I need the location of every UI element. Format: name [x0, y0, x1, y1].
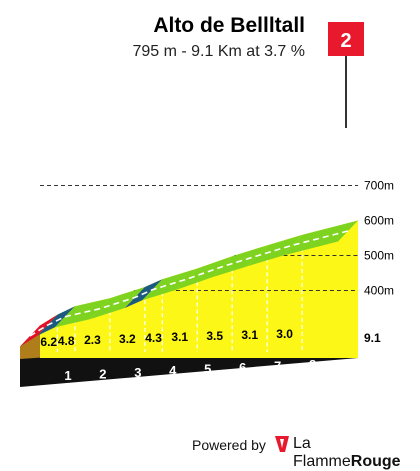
footer: Powered by La FlammeRouge [0, 432, 420, 470]
brand-name-part1: La Flamme [293, 435, 351, 470]
gradient-label: 4.3 [145, 331, 162, 345]
km-label: 3 [134, 365, 141, 380]
altitude-labels: 400m 500m 600m 700m [364, 179, 394, 298]
km-label: 1 [64, 368, 71, 383]
gradient-band [20, 220, 358, 347]
brand-name[interactable]: La FlammeRouge [293, 435, 420, 471]
km-label: 2 [99, 366, 106, 381]
gradient-label: 3.1 [241, 328, 258, 342]
gradient-segment [282, 220, 358, 256]
altitude-label: 700m [364, 179, 394, 193]
climb-profile-chart: Alto de Bellltall 795 m - 9.1 Km at 3.7 … [20, 14, 394, 387]
km-label: 8 [309, 357, 316, 372]
category-flag: 2 [328, 22, 364, 128]
gradient-label: 3.5 [206, 329, 223, 343]
km-label: 4 [169, 363, 177, 378]
gradient-segment [177, 256, 233, 290]
gradient-segment [142, 268, 198, 301]
km-labels: 1 2 3 4 5 6 7 8 [64, 357, 316, 383]
gradient-segment [54, 298, 110, 328]
km-label: 5 [204, 362, 211, 377]
chart-title: Alto de Bellltall [153, 14, 305, 37]
gradient-label: 2.3 [84, 333, 101, 347]
end-km-label: 9.1 [364, 331, 381, 345]
km-label: 6 [239, 360, 246, 375]
gradient-label: 6.2 [40, 335, 57, 349]
chart-subtitle: 795 m - 9.1 Km at 3.7 % [132, 43, 305, 60]
gradient-labels: 6.2 4.8 2.3 3.2 4.3 3.1 3.5 3.1 3.0 [40, 327, 293, 349]
category-number: 2 [340, 30, 351, 52]
altitude-label: 400m [364, 284, 394, 298]
gradient-label: 4.8 [58, 334, 75, 348]
km-label: 7 [274, 358, 281, 373]
flag-banner [328, 22, 364, 56]
gradient-label: 3.1 [171, 330, 188, 344]
altitude-label: 500m [364, 249, 394, 263]
flame-logo-icon [275, 436, 289, 452]
powered-by-text: Powered by [192, 437, 266, 453]
band-centerline [29, 230, 349, 337]
gradient-label: 3.0 [276, 327, 293, 341]
altitude-label: 600m [364, 214, 394, 228]
gradient-label: 3.2 [119, 332, 136, 346]
